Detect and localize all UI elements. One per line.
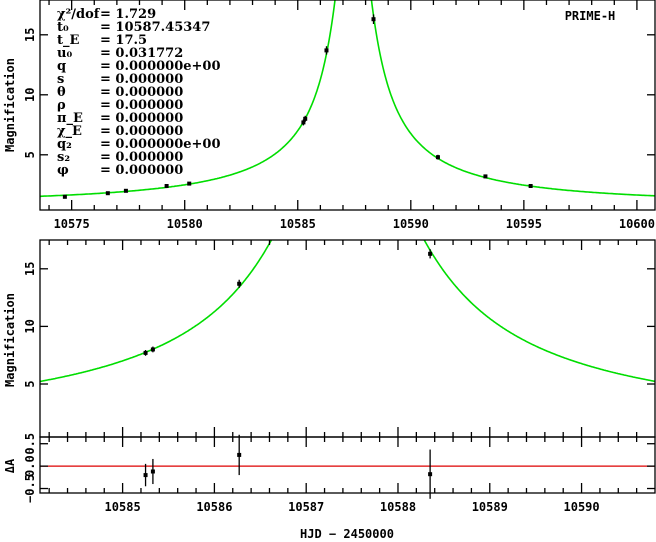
data-point (301, 120, 306, 125)
panel-2: −0.50.00.5 10585 10586 10587 10588 10589 10590 (23, 433, 656, 514)
data-point (324, 48, 329, 53)
chart-title: PRIME-H (565, 9, 616, 23)
param-value: = 0.000000 (100, 72, 183, 87)
model-curve (40, 0, 655, 198)
param-symbol: χ_E (57, 124, 82, 139)
fit-parameters: χ²/dof = 1.729 t₀ = 10587.45347 t_E = 17.5 u₀ =… (57, 7, 221, 178)
y-tick-label: 15 (23, 262, 37, 276)
data-point (428, 472, 433, 477)
param-symbol: φ (57, 163, 69, 178)
param-value: = 0.000000 (100, 98, 183, 113)
param-value: = 0.000000e+00 (100, 137, 221, 152)
param-symbol: s₂ (57, 150, 70, 165)
x-tick-label: 10587 (288, 500, 324, 514)
data-point (237, 452, 242, 457)
x-tick-label: 10590 (564, 500, 600, 514)
x-tick-label: 10585 (105, 500, 141, 514)
x-tick-label: 10586 (196, 500, 232, 514)
y-tick-label: 0.0 (23, 455, 37, 477)
x-tick-label: 10580 (167, 217, 203, 231)
param-value: = 10587.45347 (100, 20, 210, 35)
param-value: = 0.000000 (100, 85, 183, 100)
x-axis-label: HJD − 2450000 (300, 527, 394, 541)
param-value: = 17.5 (100, 33, 147, 48)
param-symbol: t₀ (57, 20, 69, 35)
param-symbol: q₂ (57, 137, 72, 152)
x-tick-label: 10588 (380, 500, 416, 514)
param-symbol: ρ (57, 98, 66, 113)
axes-frame (39, 436, 656, 494)
data-point (237, 281, 242, 286)
param-value: = 0.000000 (100, 150, 183, 165)
data-point (187, 181, 192, 186)
param-symbol: θ (57, 85, 66, 100)
y-axis-label-residual: ΔA (3, 458, 17, 473)
y-tick-label: 10 (23, 88, 37, 102)
data-point (123, 188, 128, 193)
param-symbol: t_E (57, 33, 80, 48)
data-point (483, 174, 488, 179)
data-point (428, 251, 433, 256)
param-symbol: q (57, 59, 66, 74)
data-point (143, 350, 148, 355)
x-tick-label: 10600 (619, 217, 655, 231)
y-axis-label-top: Magnification (3, 58, 17, 152)
data-point (143, 473, 148, 478)
param-value: = 0.000000 (100, 111, 183, 126)
data-point (303, 116, 308, 121)
y-tick-label: 5 (23, 380, 37, 387)
param-value: = 0.031772 (100, 46, 183, 61)
y-tick-label: 5 (23, 151, 37, 158)
param-symbol: s (57, 72, 64, 87)
param-symbol: u₀ (57, 46, 72, 61)
y-tick-label: 15 (23, 28, 37, 42)
x-tick-label: 10595 (506, 217, 542, 231)
param-symbol: χ²/dof (57, 7, 101, 22)
x-tick-label: 10575 (54, 217, 90, 231)
data-point (164, 184, 169, 188)
param-symbol: π_E (57, 111, 83, 126)
data-point (371, 17, 376, 22)
panel-1: 5 10 15 (23, 239, 656, 438)
y-axis-label-middle: Magnification (3, 293, 17, 387)
data-point (528, 184, 533, 188)
param-value: = 1.729 (100, 7, 156, 22)
data-point (62, 194, 67, 199)
axes-frame (39, 239, 656, 438)
data-point (105, 191, 110, 196)
panel-0: 5 10 15 10575 10580 10585 10590 10595 10600 (23, 0, 656, 231)
x-tick-label: 10589 (472, 500, 508, 514)
y-tick-label: 0.5 (23, 433, 37, 455)
param-value: = 0.000000 (100, 124, 183, 139)
y-tick-label: −0.5 (23, 474, 37, 503)
data-point (150, 469, 155, 474)
x-tick-label: 10585 (280, 217, 316, 231)
x-tick-label: 10590 (393, 217, 429, 231)
data-point (150, 347, 155, 352)
param-value: = 0.000000e+00 (100, 59, 221, 74)
param-value: = 0.000000 (100, 163, 183, 178)
y-tick-label: 10 (23, 319, 37, 333)
model-curve (40, 240, 655, 383)
axes-frame (39, 0, 656, 211)
data-point (435, 155, 440, 160)
